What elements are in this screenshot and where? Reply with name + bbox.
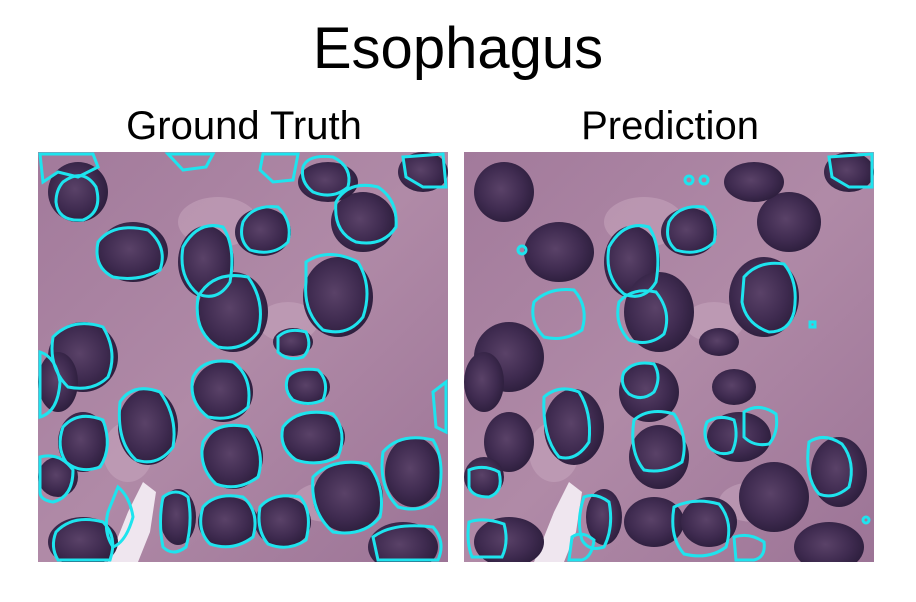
prediction-image (464, 152, 874, 562)
panel-label-prediction: Prediction (581, 104, 759, 148)
nuclei (38, 152, 448, 562)
panel-label-ground-truth: Ground Truth (126, 104, 362, 148)
prediction-contours (466, 152, 874, 562)
figure-title: Esophagus (312, 16, 604, 81)
nuclei (464, 152, 874, 562)
ground-truth-image (38, 152, 448, 562)
ground-truth-contours (38, 152, 448, 562)
